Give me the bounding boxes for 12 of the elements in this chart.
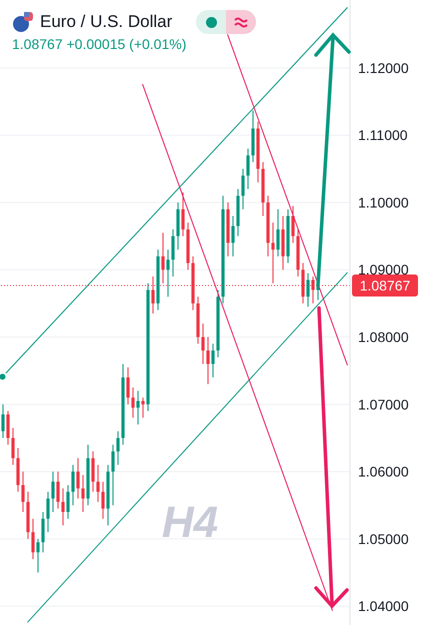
y-tick-label: 1.09000 — [358, 262, 409, 278]
y-tick-label: 1.05000 — [358, 530, 409, 547]
y-tick-label: 1.10000 — [358, 194, 409, 210]
y-tick-label: 1.08000 — [358, 329, 409, 346]
y-tick-label: 1.12000 — [358, 60, 409, 76]
y-tick-label: 1.07000 — [358, 396, 409, 412]
y-tick-label: 1.04000 — [358, 598, 409, 614]
y-tick-label: 1.11000 — [358, 127, 408, 144]
y-tick-label: 1.06000 — [358, 464, 409, 480]
ref-line-label: 1.08767 — [360, 277, 411, 294]
text: 1.08767 +0.00015 (+0.01%) — [12, 36, 188, 52]
text: Euro / U.S. Dollar — [40, 12, 172, 32]
